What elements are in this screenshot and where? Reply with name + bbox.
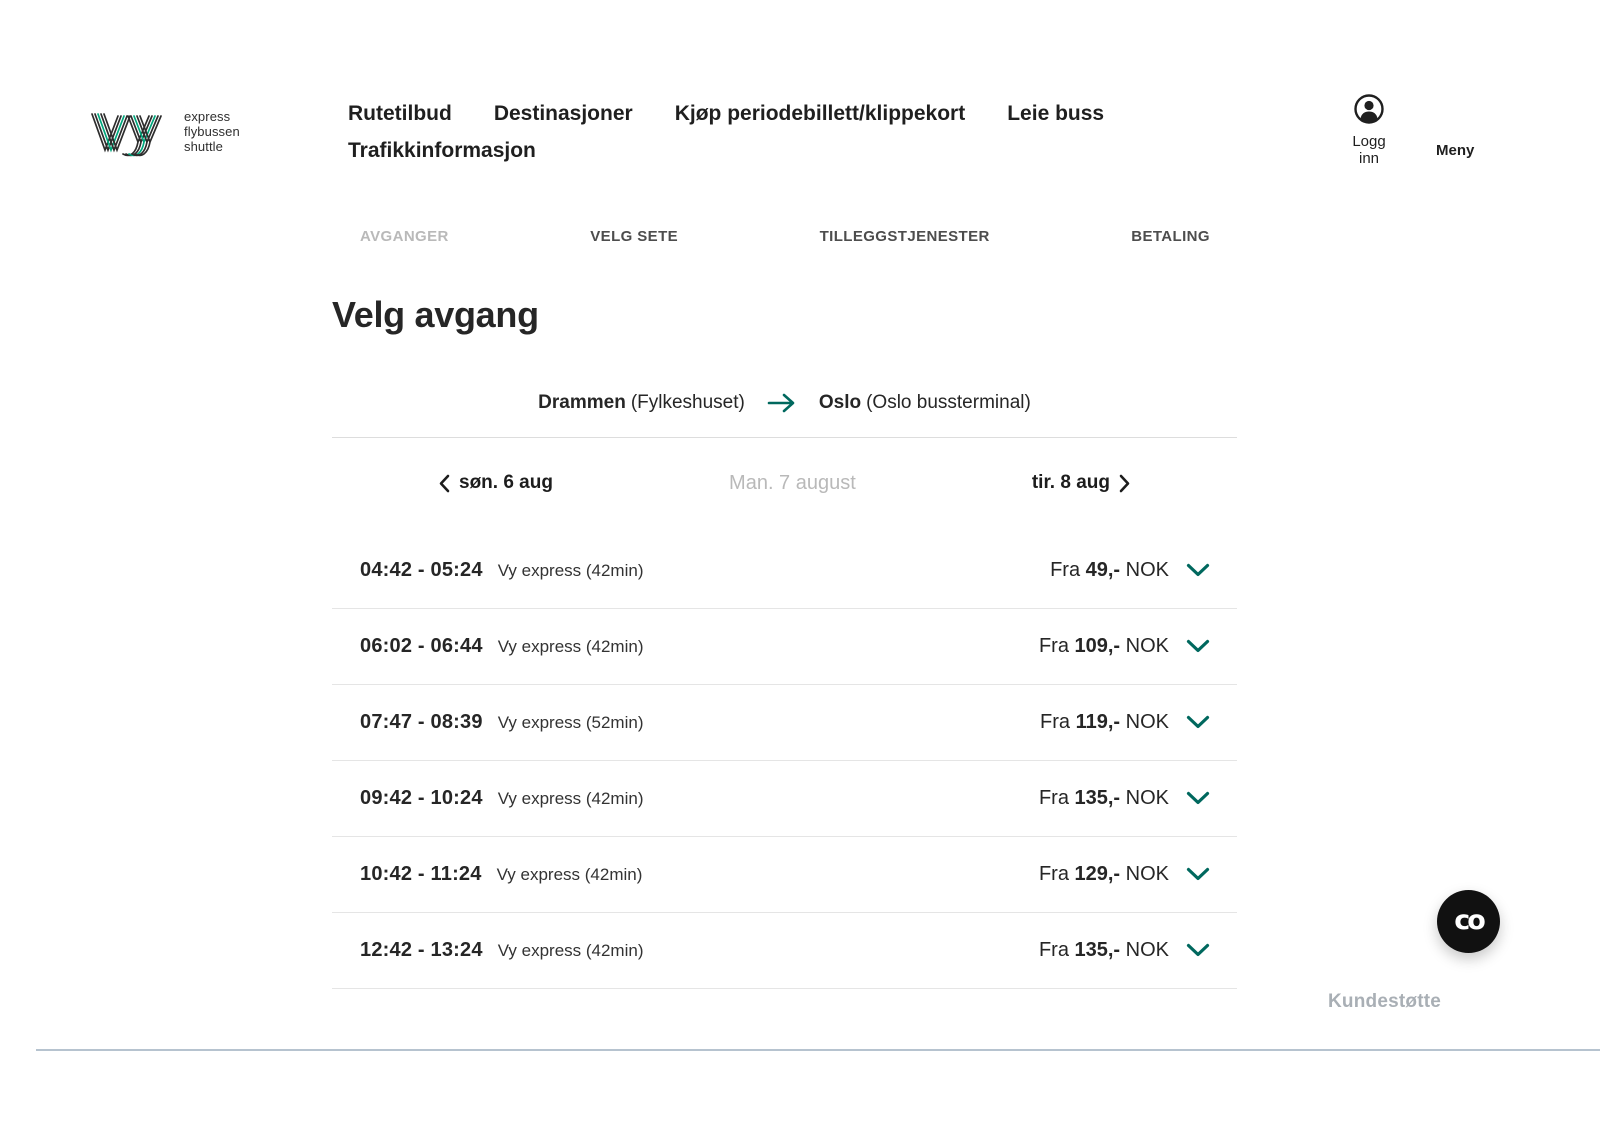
departure-service: Vy express (42min)	[497, 637, 644, 656]
nav-item[interactable]: Trafikkinformasjon	[348, 139, 536, 162]
brand-logo[interactable]: express flybussen shuttle	[88, 100, 240, 162]
current-day-label: Man. 7 august	[729, 471, 856, 494]
route-summary: Drammen (Fylkeshuset) Oslo (Oslo busstermi…	[332, 386, 1237, 420]
departure-info: 12:42 - 13:24 Vy express (42min)	[360, 939, 644, 962]
chevron-down-icon[interactable]	[1186, 867, 1210, 882]
chevron-down-icon[interactable]	[1186, 791, 1210, 806]
departure-time: 09:42 - 10:24	[360, 787, 483, 809]
vy-logo-icon	[88, 100, 170, 162]
route-from: Drammen (Fylkeshuset)	[538, 392, 745, 414]
chevron-down-icon[interactable]	[1186, 639, 1210, 654]
chat-co-icon: co	[1454, 905, 1486, 936]
chat-widget-button[interactable]: co	[1437, 890, 1500, 953]
route-to: Oslo (Oslo bussterminal)	[819, 392, 1031, 414]
nav-item[interactable]: Destinasjoner	[493, 102, 633, 125]
login-label: Logg inn	[1352, 133, 1386, 167]
departure-service: Vy express (42min)	[497, 941, 644, 960]
chevron-down-icon[interactable]	[1186, 563, 1210, 578]
departure-time: 04:42 - 05:24	[360, 559, 483, 581]
route-to-stop: (Oslo bussterminal)	[866, 392, 1031, 413]
departure-row[interactable]: 10:42 - 11:24 Vy express (42min) Fra 129…	[332, 837, 1237, 913]
route-divider	[332, 437, 1237, 438]
departures-list: 04:42 - 05:24 Vy express (42min) Fra 49,…	[332, 533, 1237, 989]
chevron-left-icon	[438, 474, 450, 493]
route-to-city: Oslo	[818, 392, 862, 413]
date-nav: søn. 6 aug Man. 7 august tir. 8 aug	[438, 462, 1131, 504]
departure-row[interactable]: 06:02 - 06:44 Vy express (42min) Fra 109…	[332, 609, 1237, 685]
login-button[interactable]: Logg inn	[1340, 93, 1398, 167]
nav-item[interactable]: Rutetilbud	[348, 102, 452, 125]
departure-price-group: Fra 49,- NOK	[1050, 559, 1210, 582]
departure-info: 10:42 - 11:24 Vy express (42min)	[360, 863, 642, 886]
departure-info: 07:47 - 08:39 Vy express (52min)	[360, 711, 644, 734]
main-nav: Rutetilbud Destinasjoner Kjøp periodebil…	[348, 95, 1158, 169]
stepper-step[interactable]: AVGANGER	[360, 228, 449, 245]
support-label: Kundestøtte	[1328, 991, 1442, 1012]
arrow-right-icon	[767, 392, 797, 414]
user-icon	[1353, 93, 1385, 125]
next-day-button[interactable]: tir. 8 aug	[1032, 472, 1131, 494]
departure-service: Vy express (52min)	[497, 713, 644, 732]
brand-tagline: express flybussen shuttle	[184, 108, 240, 154]
stepper-step[interactable]: BETALING	[1131, 228, 1210, 245]
departure-service: Vy express (42min)	[496, 865, 643, 884]
checkout-stepper: AVGANGER VELG SETE TILLEGGSTJENESTER BET…	[332, 228, 1237, 245]
departure-time: 12:42 - 13:24	[360, 939, 483, 961]
stepper-step[interactable]: TILLEGGSTJENESTER	[819, 228, 990, 245]
nav-item[interactable]: Leie buss	[1007, 102, 1105, 125]
departure-row[interactable]: 12:42 - 13:24 Vy express (42min) Fra 135…	[332, 913, 1237, 989]
departure-service: Vy express (42min)	[497, 561, 644, 580]
prev-day-label: søn. 6 aug	[459, 472, 553, 493]
departure-info: 04:42 - 05:24 Vy express (42min)	[360, 559, 644, 582]
stepper-step[interactable]: VELG SETE	[590, 228, 679, 245]
departure-price-group: Fra 109,- NOK	[1039, 635, 1210, 658]
departure-time: 06:02 - 06:44	[360, 635, 483, 657]
chevron-down-icon[interactable]	[1186, 943, 1210, 958]
departure-price: Fra 135,- NOK	[1038, 939, 1169, 961]
departure-price: Fra 49,- NOK	[1050, 559, 1169, 581]
departure-price-group: Fra 135,- NOK	[1039, 939, 1210, 962]
route-from-stop: (Fylkeshuset)	[630, 392, 745, 413]
departure-price: Fra 109,- NOK	[1038, 635, 1169, 657]
nav-item[interactable]: Kjøp periodebillett/klippekort	[674, 102, 966, 125]
departure-row[interactable]: 07:47 - 08:39 Vy express (52min) Fra 119…	[332, 685, 1237, 761]
departure-price: Fra 135,- NOK	[1038, 787, 1169, 809]
footer-divider	[36, 1049, 1600, 1051]
next-day-label: tir. 8 aug	[1031, 472, 1110, 493]
departure-time: 10:42 - 11:24	[360, 863, 482, 885]
chevron-right-icon	[1119, 474, 1131, 493]
page-title: Velg avgang	[332, 294, 539, 335]
chevron-down-icon[interactable]	[1186, 715, 1210, 730]
route-from-city: Drammen	[538, 392, 626, 413]
departure-time: 07:47 - 08:39	[360, 711, 483, 733]
departure-row[interactable]: 04:42 - 05:24 Vy express (42min) Fra 49,…	[332, 533, 1237, 609]
departure-info: 06:02 - 06:44 Vy express (42min)	[360, 635, 644, 658]
departure-service: Vy express (42min)	[497, 789, 644, 808]
departure-row[interactable]: 09:42 - 10:24 Vy express (42min) Fra 135…	[332, 761, 1237, 837]
departure-price: Fra 129,- NOK	[1038, 863, 1169, 885]
departure-price: Fra 119,- NOK	[1040, 711, 1169, 733]
departure-price-group: Fra 119,- NOK	[1040, 711, 1210, 734]
departure-price-group: Fra 129,- NOK	[1039, 863, 1210, 886]
departure-price-group: Fra 135,- NOK	[1039, 787, 1210, 810]
departure-info: 09:42 - 10:24 Vy express (42min)	[360, 787, 644, 810]
prev-day-button[interactable]: søn. 6 aug	[438, 472, 553, 494]
menu-button[interactable]: Meny	[1436, 142, 1475, 159]
